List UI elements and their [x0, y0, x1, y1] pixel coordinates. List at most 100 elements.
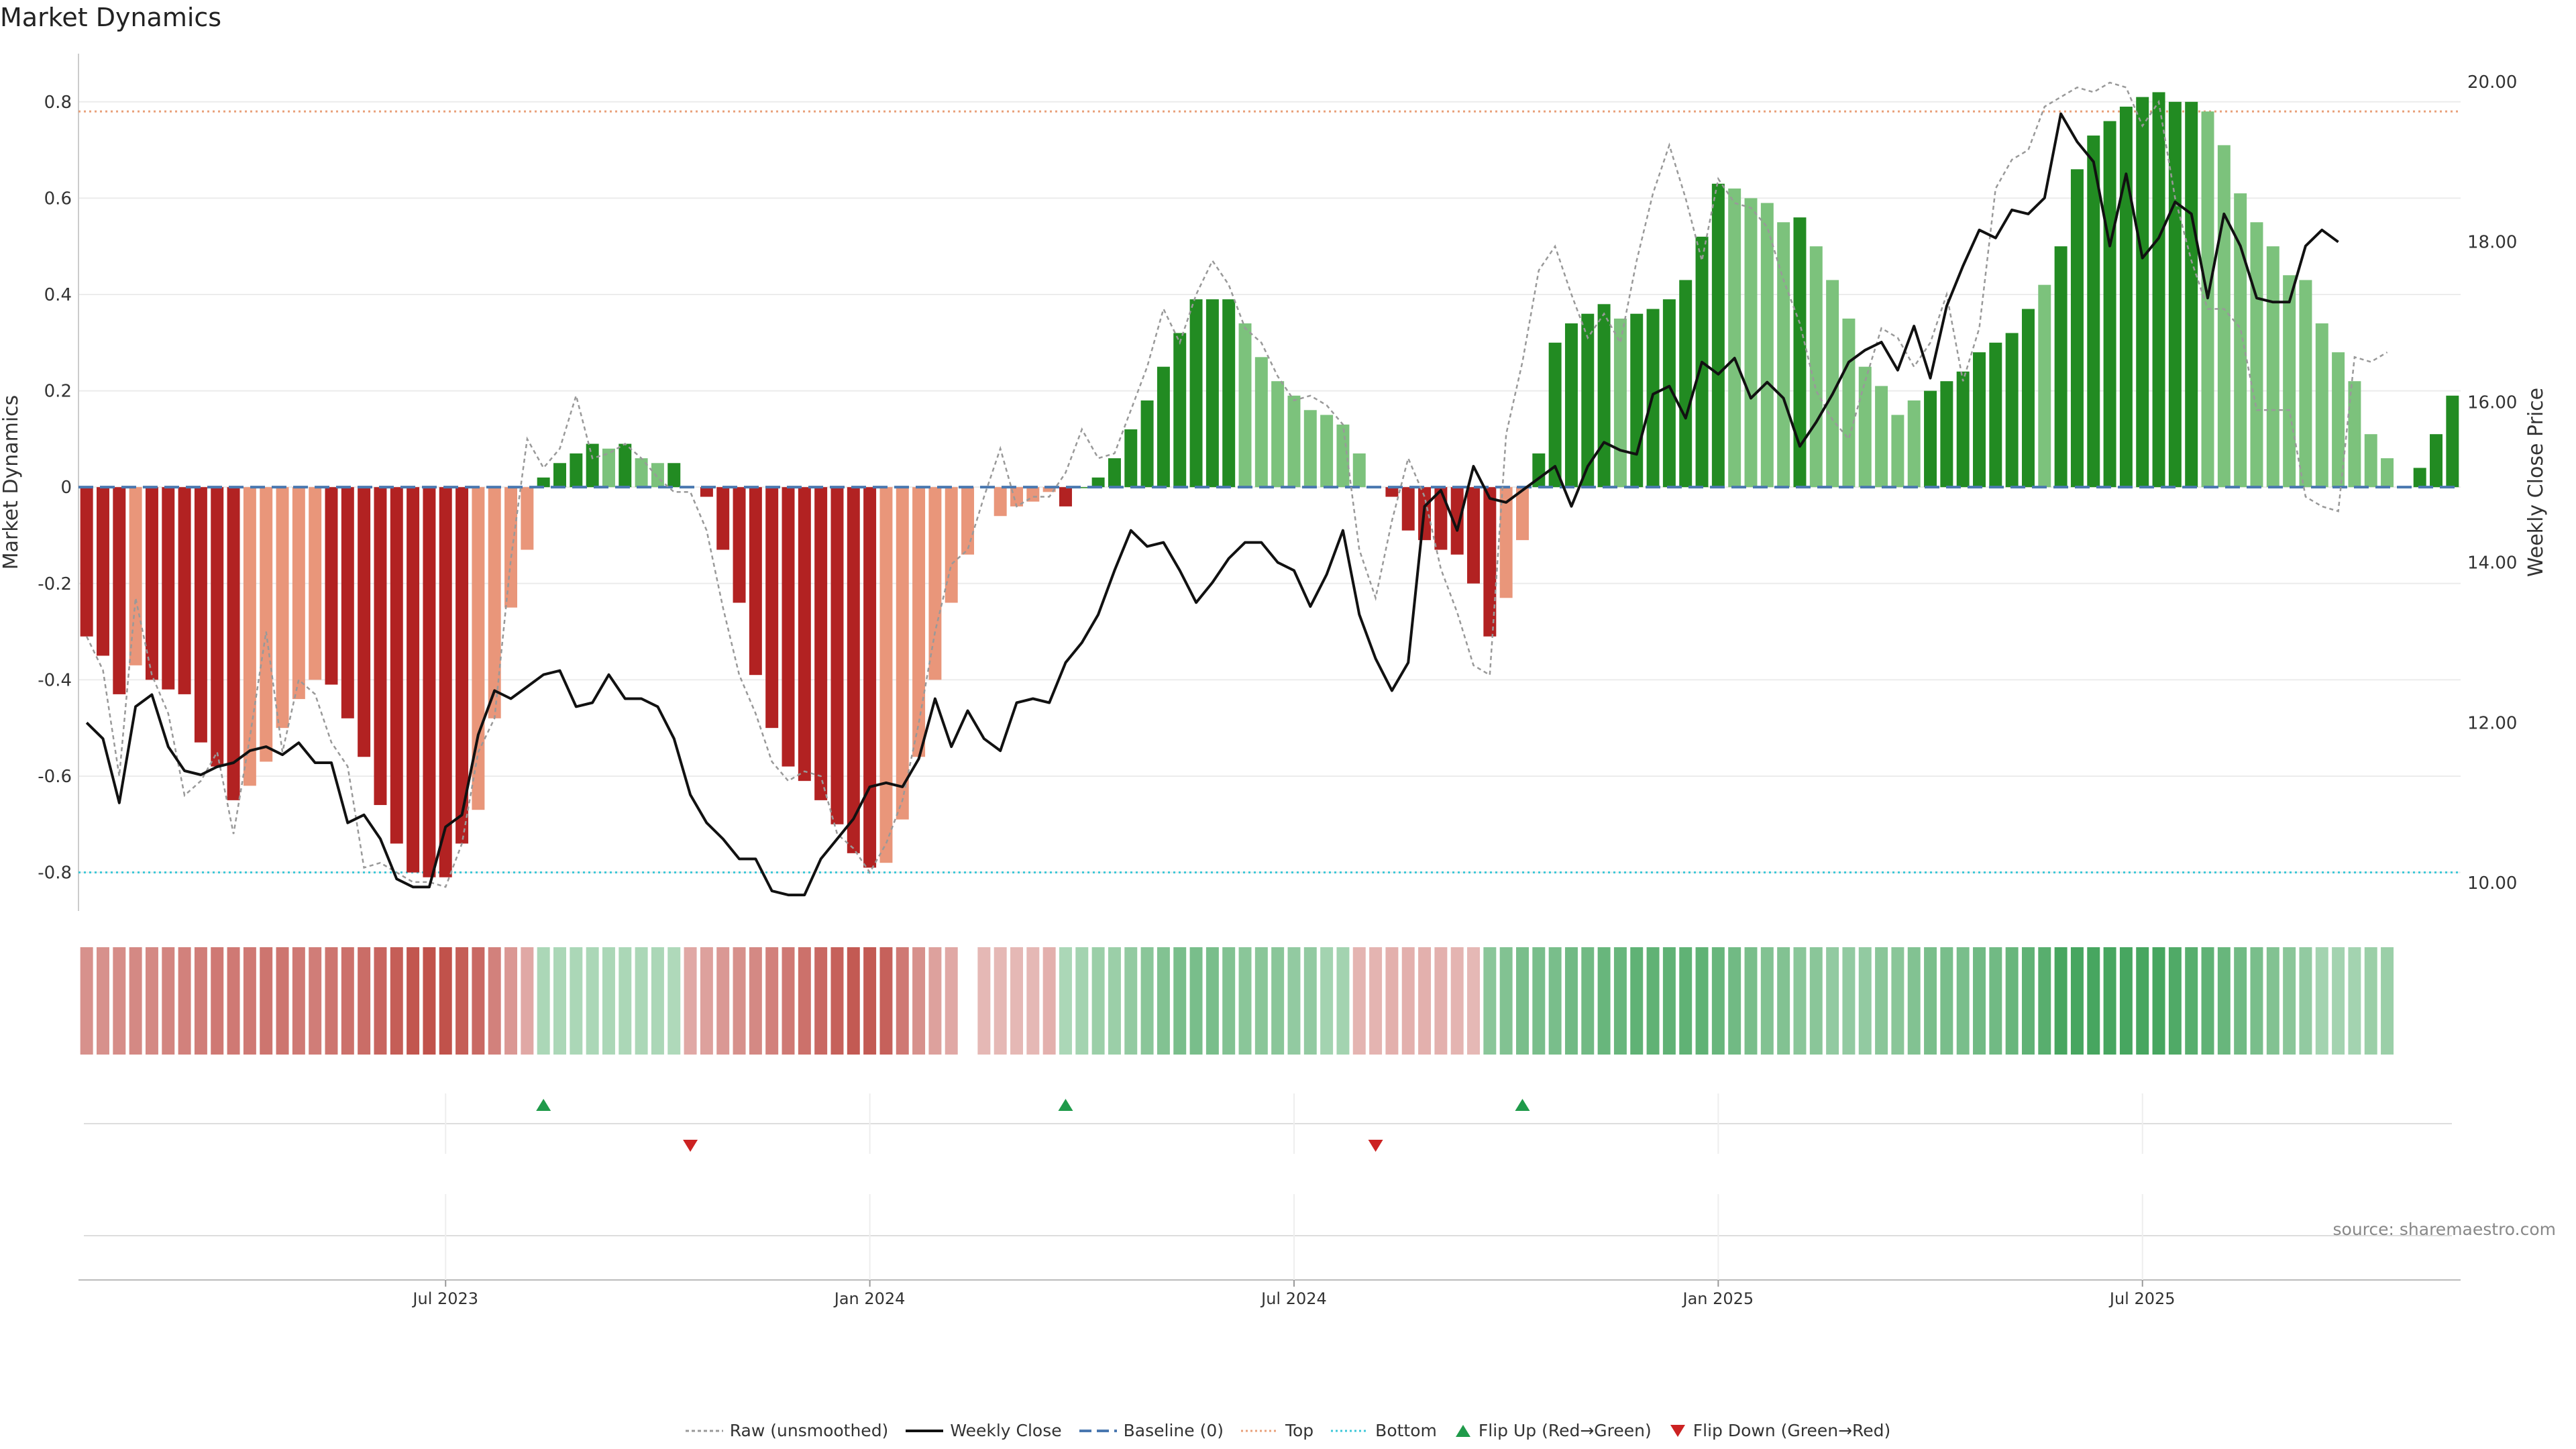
- regime-cell: [619, 947, 632, 1055]
- regime-cell: [1548, 947, 1562, 1055]
- regime-cell: [1728, 947, 1741, 1055]
- bar: [1613, 318, 1627, 488]
- bar: [928, 487, 942, 680]
- regime-cell: [472, 947, 485, 1055]
- regime-cell: [2315, 947, 2328, 1055]
- y-tick-label: -0.6: [38, 767, 72, 787]
- regime-cell: [2266, 947, 2279, 1055]
- bar: [1271, 381, 1285, 488]
- regime-cell: [1352, 947, 1366, 1055]
- bar: [586, 443, 599, 488]
- bar: [423, 487, 436, 877]
- regime-cell: [488, 947, 501, 1055]
- flip-up-marker: [1515, 1099, 1530, 1111]
- bar: [341, 487, 354, 718]
- bar: [325, 487, 338, 685]
- regime-cell: [1450, 947, 1464, 1055]
- bar: [1124, 429, 1138, 488]
- bar: [1744, 198, 1758, 488]
- regime-cell: [749, 947, 762, 1055]
- bar: [358, 487, 371, 757]
- y2-tick-label: 18.00: [2467, 233, 2517, 253]
- regime-cell: [2005, 947, 2019, 1055]
- legend-top: Top: [1240, 1421, 1313, 1440]
- regime-cell: [1613, 947, 1627, 1055]
- bar: [2168, 101, 2182, 488]
- bar: [700, 487, 713, 497]
- regime-cell: [243, 947, 256, 1055]
- y-tick-label: -0.4: [38, 670, 72, 690]
- regime-cell: [1940, 947, 1953, 1055]
- bar: [1728, 189, 1741, 488]
- regime-cell: [1989, 947, 2002, 1055]
- regime-cell: [847, 947, 860, 1055]
- y-tick-label: -0.8: [38, 863, 72, 883]
- y2-tick-label: 14.00: [2467, 553, 2517, 573]
- regime-cell: [1760, 947, 1774, 1055]
- legend-raw-label: Raw (unsmoothed): [729, 1421, 889, 1440]
- bar: [1450, 487, 1464, 555]
- bar: [945, 487, 958, 603]
- flip-up-marker: [1058, 1099, 1073, 1111]
- bar: [2430, 434, 2443, 488]
- y-axis-label: Market Dynamics: [0, 395, 23, 570]
- chart-title: Market Dynamics: [0, 3, 222, 32]
- bar: [1059, 487, 1072, 506]
- bar: [1940, 381, 1953, 488]
- regime-cell: [358, 947, 371, 1055]
- bar: [292, 487, 305, 700]
- y-tick-label: 0.2: [44, 382, 72, 402]
- regime-cell: [1418, 947, 1432, 1055]
- flip-down-marker: [1368, 1140, 1383, 1152]
- bar: [162, 487, 175, 690]
- regime-cell: [896, 947, 909, 1055]
- regime-cell: [504, 947, 518, 1055]
- bar: [961, 487, 975, 555]
- regime-cell: [1973, 947, 1986, 1055]
- regime-cell: [1777, 947, 1790, 1055]
- regime-cell: [1499, 947, 1513, 1055]
- bar: [1222, 299, 1236, 488]
- legend-bottom: Bottom: [1331, 1421, 1437, 1440]
- legend-bottom-label: Bottom: [1375, 1421, 1437, 1440]
- bar: [145, 487, 158, 680]
- y-tick-label: 0: [60, 478, 72, 498]
- regime-cell: [178, 947, 191, 1055]
- bar: [2364, 434, 2377, 488]
- bar: [733, 487, 746, 603]
- bar: [2348, 381, 2361, 488]
- bar: [455, 487, 469, 844]
- regime-cell: [798, 947, 811, 1055]
- bar: [635, 458, 648, 488]
- legend-flip-down-label: Flip Down (Green→Red): [1693, 1421, 1891, 1440]
- bar: [570, 453, 583, 488]
- bar: [798, 487, 811, 782]
- regime-cell: [733, 947, 746, 1055]
- bar: [1140, 400, 1154, 488]
- bar: [2005, 333, 2019, 488]
- legend-baseline-swatch: [1079, 1429, 1117, 1432]
- regime-cell: [570, 947, 583, 1055]
- bar: [1858, 366, 1872, 488]
- regime-cell: [309, 947, 322, 1055]
- regime-cell: [1842, 947, 1856, 1055]
- bar: [1711, 183, 1725, 488]
- bar: [2070, 169, 2084, 488]
- y-tick-label: 0.6: [44, 189, 72, 209]
- bar: [994, 487, 1007, 517]
- bar: [2185, 101, 2198, 488]
- regime-cell: [2087, 947, 2100, 1055]
- bar: [814, 487, 828, 800]
- regime-cell: [341, 947, 354, 1055]
- regime-cell: [1091, 947, 1105, 1055]
- bar: [716, 487, 730, 550]
- legend-close-swatch: [906, 1429, 944, 1432]
- triangle-up-icon: [1455, 1424, 1470, 1437]
- regime-cell: [2332, 947, 2345, 1055]
- y2-tick-label: 20.00: [2467, 72, 2517, 93]
- regime-cell: [782, 947, 795, 1055]
- bar: [1254, 357, 1268, 488]
- flip-up-marker: [536, 1099, 551, 1111]
- chart-legend: Raw (unsmoothed) Weekly Close Baseline (…: [0, 1421, 2576, 1440]
